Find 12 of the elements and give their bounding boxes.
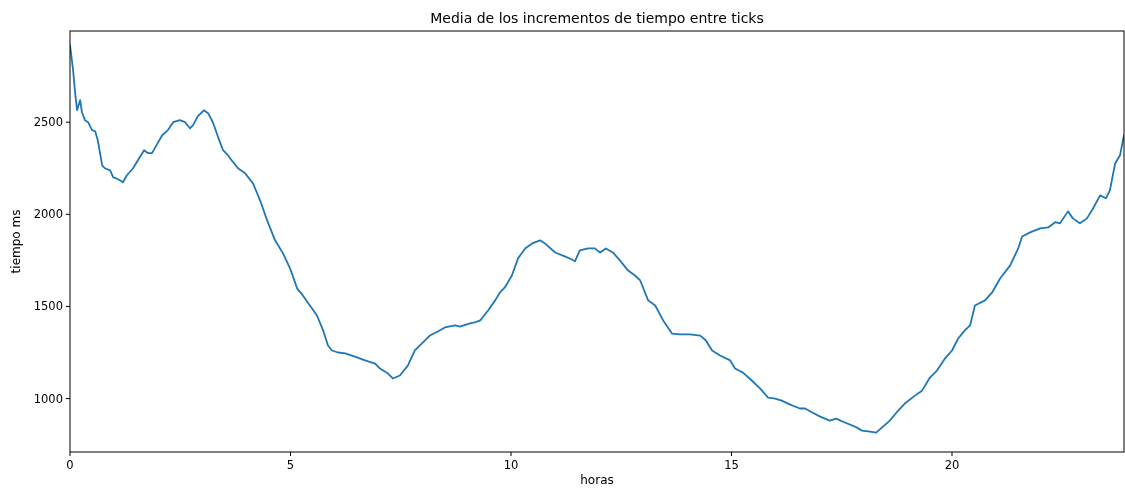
x-tick-label: 20 (944, 458, 960, 472)
x-tick-label: 10 (503, 458, 519, 472)
y-tick-label: 1000 (33, 391, 63, 406)
y-tick-label: 2000 (33, 207, 63, 222)
x-tick-label: 5 (286, 458, 295, 472)
x-tick-label: 15 (724, 458, 739, 472)
x-axis-title: horas (580, 473, 614, 487)
y-axis-title: tiempo ms (9, 209, 23, 274)
y-tick-label: 1500 (33, 299, 63, 314)
chart-title: Media de los incrementos de tiempo entre ticks (430, 10, 764, 26)
y-tick-label: 2500 (33, 115, 63, 130)
x-tick-label: 0 (66, 458, 74, 472)
